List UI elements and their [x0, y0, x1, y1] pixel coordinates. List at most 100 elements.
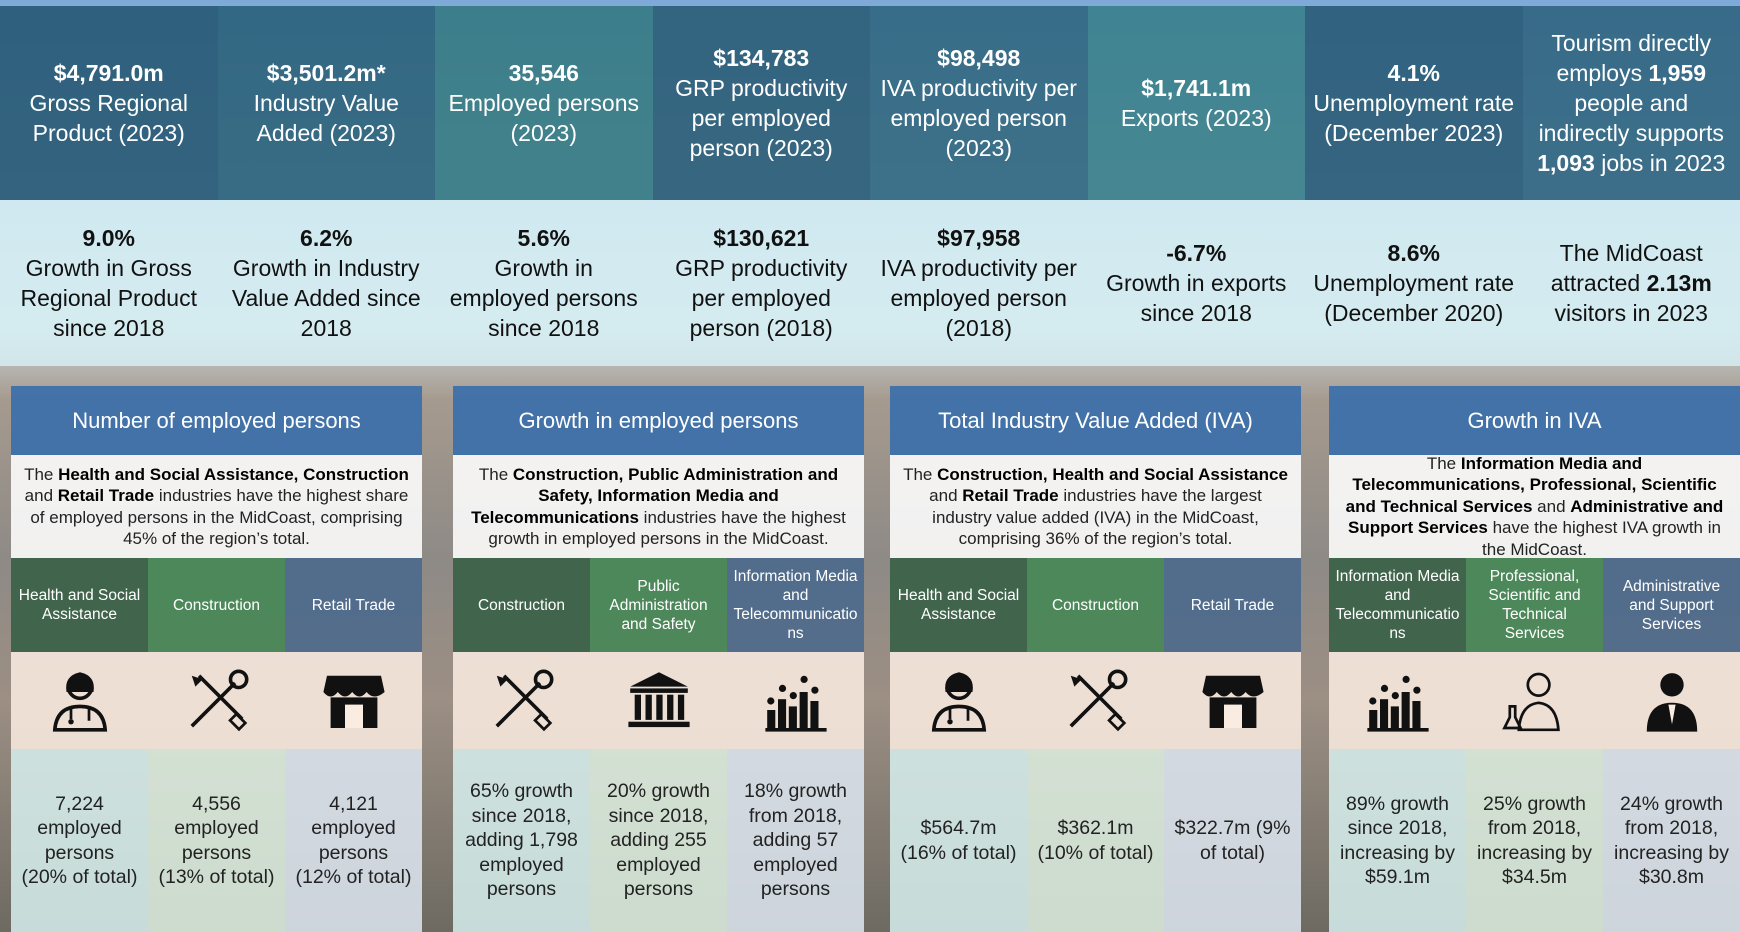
- column-headers: Construction Public Administration and Sa…: [453, 558, 864, 652]
- text: The: [903, 465, 937, 484]
- stat-label: Growth in Industry Value Added since 201…: [226, 253, 428, 343]
- icon-shape: [677, 694, 683, 719]
- icon-shape: [535, 714, 550, 729]
- page: $4,791.0mGross Regional Product (2023)$3…: [0, 0, 1740, 932]
- column-header: Information Media and Telecommunications: [727, 558, 864, 652]
- icon-shape: [1401, 692, 1409, 730]
- stat-text: 8.6%Unemployment rate (December 2020): [1313, 238, 1515, 328]
- industry-icon: [181, 665, 253, 737]
- icon-cell: [1164, 652, 1301, 749]
- panel: Growth in IVAThe Information Media and T…: [1329, 386, 1740, 932]
- column-header: Public Administration and Safety: [590, 558, 727, 652]
- column-header: Administrative and Support Services: [1603, 558, 1740, 652]
- industry-icon: [1636, 665, 1708, 737]
- stat-label: Growth in Gross Regional Product since 2…: [8, 253, 210, 343]
- icon-shape: [810, 701, 818, 730]
- icon-shape: [799, 692, 807, 730]
- value-text: $362.1m (10% of total): [1037, 816, 1154, 865]
- icon-row: [453, 652, 864, 749]
- icon-shape: [1224, 704, 1242, 727]
- icon-shape: [496, 675, 546, 725]
- icon-cell: [590, 652, 727, 749]
- panel-title: Number of employed persons: [11, 386, 422, 455]
- panel-title: Growth in employed persons: [453, 386, 864, 455]
- column-value: 25% growth from 2018, increasing by $34.…: [1466, 749, 1603, 932]
- value-text: $564.7m (16% of total): [900, 816, 1017, 865]
- bold-text: 1,093: [1537, 150, 1595, 176]
- infographic: $4,791.0mGross Regional Product (2023)$3…: [0, 0, 1740, 932]
- value-text: 20% growth since 2018, adding 255 employ…: [600, 779, 717, 902]
- icon-shape: [1367, 728, 1428, 732]
- column-value: $322.7m (9% of total): [1164, 749, 1301, 932]
- icon-shape: [645, 694, 651, 719]
- icon-cell: [1329, 652, 1466, 749]
- icon-shape: [950, 708, 968, 721]
- growth-stat: 8.6%Unemployment rate (December 2020): [1305, 200, 1523, 366]
- bold-text: Retail Trade: [962, 486, 1058, 505]
- icon-shape: [66, 672, 94, 692]
- icon-cell: [1466, 652, 1603, 749]
- icon-shape: [323, 692, 384, 697]
- icon-shape: [1367, 675, 1428, 731]
- column-value: 24% growth from 2018, increasing by $30.…: [1603, 749, 1740, 932]
- icon-shape: [811, 686, 818, 693]
- icon-cell: [727, 652, 864, 749]
- stat-text: Tourism directly employs 1,959 people an…: [1531, 28, 1733, 178]
- value-text: 24% growth from 2018, increasing by $30.…: [1613, 792, 1730, 890]
- column-header: Health and Social Assistance: [11, 558, 148, 652]
- icon-shape: [191, 675, 241, 725]
- column-value: 89% growth since 2018, increasing by $59…: [1329, 749, 1466, 932]
- stat-label: GRP productivity per employed person (20…: [661, 73, 863, 163]
- stat-label: Growth in employed persons since 2018: [443, 253, 645, 343]
- icon-shape: [535, 671, 551, 687]
- industry-icon: [318, 665, 390, 737]
- icon-row: [890, 652, 1301, 749]
- icon-shape: [230, 671, 246, 687]
- icon-shape: [1518, 702, 1558, 729]
- text: The: [479, 465, 513, 484]
- icon-cell: [890, 652, 1027, 749]
- stat-text: $130,621GRP productivity per employed pe…: [661, 223, 863, 343]
- column-header: Professional, Scientific and Technical S…: [1466, 558, 1603, 652]
- description-text: The Information Media and Telecommunicat…: [1339, 453, 1730, 561]
- panel: Growth in employed persons The Constructi…: [453, 386, 864, 932]
- icon-cell: [285, 652, 422, 749]
- header-text: Administrative and Support Services: [1609, 577, 1734, 634]
- headline-stat: 4.1%Unemployment rate (December 2023): [1305, 6, 1523, 200]
- value-text: 18% growth from 2018, adding 57 employed…: [737, 779, 854, 902]
- stat-text: 4.1%Unemployment rate (December 2023): [1313, 58, 1515, 148]
- icon-shape: [765, 675, 826, 731]
- growth-stat: 9.0%Growth in Gross Regional Product sin…: [0, 200, 218, 366]
- column-value: 4,556 employed persons (13% of total): [148, 749, 285, 932]
- icon-shape: [1109, 714, 1124, 729]
- header-text: Retail Trade: [1191, 596, 1275, 615]
- stat-text: -6.7%Growth in exports since 2018: [1096, 238, 1298, 328]
- stat-text: $3,501.2m*Industry Value Added (2023): [226, 58, 428, 148]
- icon-cell: [11, 652, 148, 749]
- text: The: [24, 465, 58, 484]
- icon-shape: [933, 706, 983, 729]
- value-text: 65% growth since 2018, adding 1,798 empl…: [463, 779, 580, 902]
- text: and: [929, 486, 962, 505]
- stat-value: 6.2%: [226, 223, 428, 253]
- header-text: Professional, Scientific and Technical S…: [1472, 567, 1597, 643]
- value-row: 89% growth since 2018, increasing by $59…: [1329, 749, 1740, 932]
- bold-text: Health and Social Assistance, Constructi…: [58, 465, 409, 484]
- header-text: Information Media and Telecommunications: [1335, 567, 1460, 643]
- stat-label: GRP productivity per employed person (20…: [661, 253, 863, 343]
- growth-stat: 5.6%Growth in employed persons since 201…: [435, 200, 653, 366]
- stat-label: Unemployment rate (December 2020): [1313, 268, 1515, 328]
- growth-stat: 6.2%Growth in Industry Value Added since…: [218, 200, 436, 366]
- description-text: The Construction, Health and Social Assi…: [900, 464, 1291, 550]
- icon-row: [11, 652, 422, 749]
- growth-stat: The MidCoast attracted 2.13m visitors in…: [1523, 200, 1740, 366]
- icon-row: [1329, 652, 1740, 749]
- header-text: Construction: [478, 596, 565, 615]
- stat-value: $97,958: [878, 223, 1080, 253]
- value-text: 7,224 employed persons (20% of total): [21, 792, 138, 890]
